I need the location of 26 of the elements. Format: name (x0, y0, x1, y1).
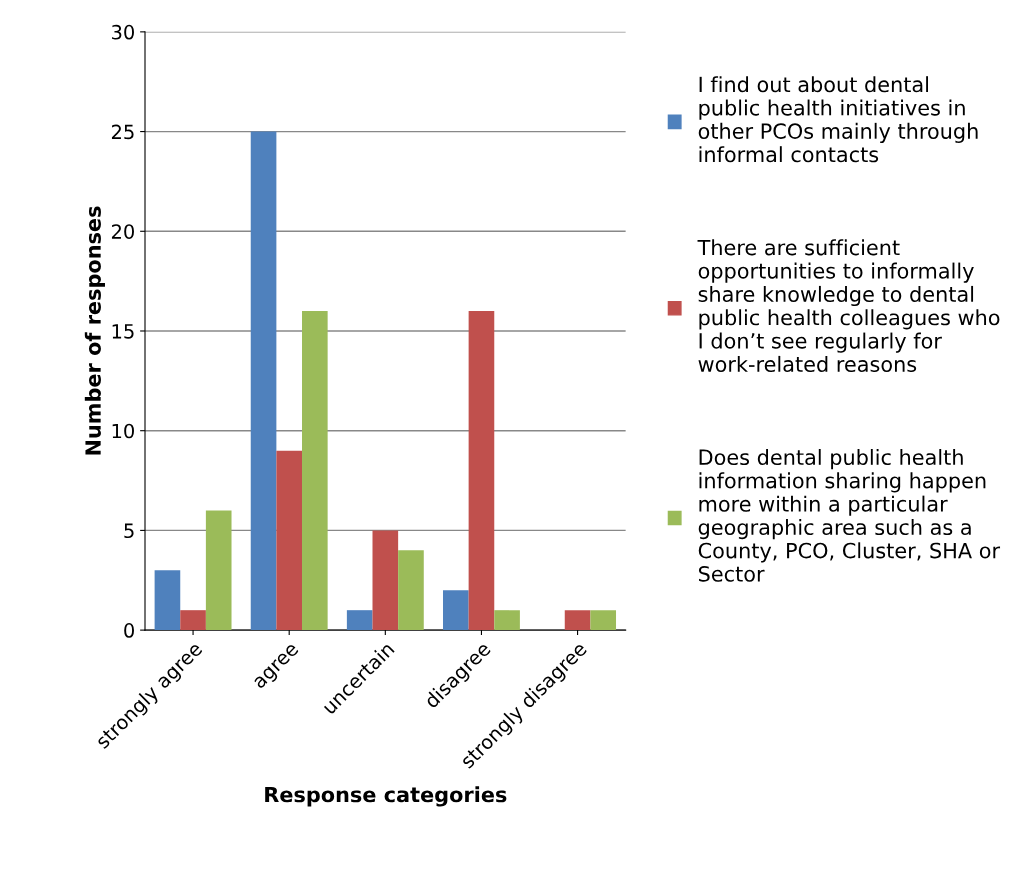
bar (180, 610, 206, 631)
legend-label: I find out about dental public health initiatives in other PCOs mainly through informal contacts (698, 76, 978, 163)
x-axis-title: Response categories (265, 786, 507, 807)
bar (398, 550, 424, 631)
bar (250, 131, 277, 631)
bar (590, 610, 617, 631)
bar (276, 450, 303, 631)
y-axis-title: Number of responses (84, 206, 105, 455)
bar (468, 311, 495, 631)
y-tick-label: 10 (112, 423, 134, 439)
y-tick-label: 0 (124, 623, 134, 638)
y-tick-label: 30 (112, 24, 134, 40)
y-tick-label: 15 (112, 324, 134, 339)
y-tick-label: 20 (111, 224, 134, 239)
bar (564, 610, 591, 631)
bar (302, 311, 328, 631)
bar (443, 590, 469, 631)
y-tick-label: 25 (111, 124, 134, 140)
bar (346, 610, 373, 631)
legend-label: There are sufficient opportunities to informally share knowledge to dental public health colleagues who I don’t see regularly for work-related reasons (697, 239, 1000, 373)
bar (494, 610, 520, 631)
bar (154, 570, 181, 631)
bar (205, 510, 232, 631)
bar (372, 530, 399, 631)
y-tick-label: 5 (124, 523, 134, 539)
legend-label: Does dental public health information sharing happen more within a particular geographic area such as a County, PCO, Cluster, SHA or Sector (698, 448, 1001, 582)
